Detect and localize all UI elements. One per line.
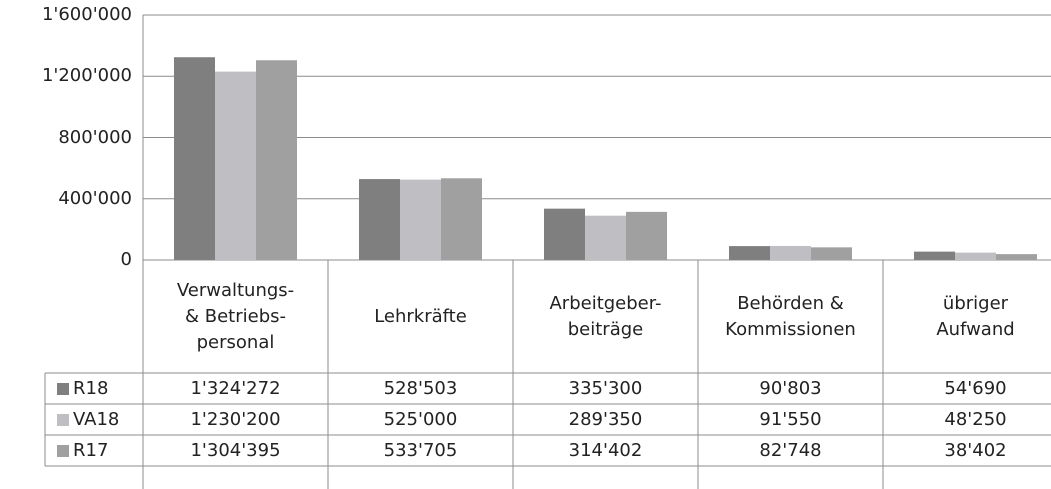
y-tick-label: 400'000 [58, 187, 132, 209]
bar [400, 179, 441, 260]
table-value: 289'350 [568, 408, 643, 430]
bar [770, 245, 811, 260]
bar [174, 57, 215, 260]
table-value: 91'550 [759, 408, 822, 430]
table-value: 38'402 [944, 439, 1007, 461]
legend-key [57, 414, 69, 426]
y-tick-label: 1'200'000 [41, 65, 132, 87]
table-value: 54'690 [944, 377, 1007, 399]
table-value: 48'250 [944, 408, 1007, 430]
table-value: 1'230'200 [190, 408, 281, 430]
legend-label: VA18 [73, 408, 120, 430]
bar [914, 251, 955, 260]
bar [256, 60, 297, 261]
category-label: Behörden & Kommissionen [725, 292, 856, 340]
bar [359, 179, 400, 260]
category-label: Arbeitgeber- beiträge [549, 292, 662, 340]
bar [585, 215, 626, 260]
bar [215, 71, 256, 260]
table-value: 82'748 [759, 439, 822, 461]
category-label: Verwaltungs- & Betriebs- personal [176, 279, 295, 353]
y-tick-label: 800'000 [58, 126, 132, 148]
bar [729, 246, 770, 260]
table-value: 1'324'272 [190, 377, 281, 399]
legend-label: R18 [73, 377, 109, 399]
table-value: 335'300 [568, 377, 643, 399]
legend-label: R17 [73, 439, 109, 461]
bar [544, 208, 585, 260]
bar [955, 252, 996, 260]
table-value: 314'402 [568, 439, 643, 461]
table-value: 525'000 [383, 408, 458, 430]
legend-key [57, 383, 69, 395]
category-label: Lehrkräfte [374, 305, 467, 327]
table-value: 1'304'395 [190, 439, 281, 461]
table-value: 90'803 [759, 377, 822, 399]
y-tick-label: 1'600'000 [41, 4, 132, 25]
bar [626, 211, 667, 260]
table-value: 528'503 [383, 377, 458, 399]
bar [811, 247, 852, 260]
bar [441, 178, 482, 260]
y-tick-label: 0 [120, 249, 132, 270]
category-label: übriger Aufwand [936, 292, 1015, 340]
table-value: 533'705 [383, 439, 458, 461]
legend-key [57, 445, 69, 457]
bar [996, 254, 1037, 260]
